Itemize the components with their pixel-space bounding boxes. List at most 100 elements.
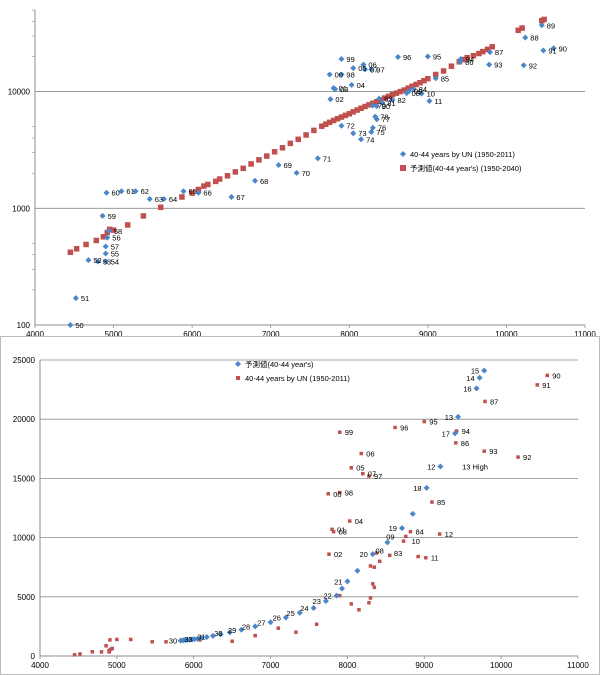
point-label: 91 — [542, 381, 550, 390]
red-square-point — [100, 234, 107, 240]
point-label: 76 — [378, 124, 386, 133]
point-label: 09 — [386, 532, 394, 541]
point-label: 18 — [413, 484, 421, 493]
blue-diamond-point — [102, 250, 109, 257]
red-square-point — [362, 103, 368, 110]
x-tick-label: 10000 — [495, 330, 518, 336]
blue-diamond-point — [102, 243, 109, 250]
red-square-point — [374, 551, 379, 555]
y-tick-label: 15000 — [13, 474, 36, 483]
series-blue-diamonds — [177, 367, 488, 644]
red-square-point — [422, 419, 427, 424]
blue-diamond-point — [432, 75, 439, 82]
blue-diamond-point — [195, 189, 202, 196]
blue-diamond-point — [146, 196, 153, 203]
red-square-point — [387, 553, 392, 558]
red-square-point — [232, 169, 239, 175]
blue-diamond-point — [426, 98, 433, 105]
red-square-point — [253, 633, 257, 638]
red-square-point — [216, 176, 223, 182]
blue-diamond-point — [267, 619, 274, 626]
red-square-point — [256, 157, 262, 163]
point-label: 05 — [356, 464, 364, 473]
red-square-point — [108, 638, 112, 642]
red-square-point — [78, 652, 82, 656]
x-tick-label: 11000 — [567, 661, 589, 670]
blue-diamond-point — [338, 56, 345, 63]
point-label: 11 — [434, 97, 442, 106]
series-red-squares — [72, 373, 550, 657]
blue-diamond-point — [423, 484, 430, 491]
point-label: 58 — [114, 227, 122, 236]
x-tick-label: 8000 — [339, 661, 357, 670]
red-square-point — [327, 552, 331, 556]
point-label: 62 — [141, 187, 149, 196]
red-square-point — [541, 16, 547, 23]
red-square-point — [279, 145, 286, 151]
point-label: 06 — [366, 450, 374, 459]
blue-diamond-point — [369, 124, 376, 131]
blue-diamond-point — [369, 102, 376, 109]
red-square-point — [326, 492, 330, 496]
point-label: 92 — [529, 61, 537, 70]
point-label: 72 — [346, 122, 354, 131]
point-label: 98 — [345, 489, 353, 498]
red-square-point — [516, 455, 520, 459]
point-label: 75 — [376, 128, 384, 137]
red-square-point — [195, 186, 202, 193]
red-square-point — [331, 529, 336, 534]
red-square-point — [264, 153, 270, 159]
red-square-point — [314, 622, 319, 627]
blue-diamond-point — [409, 510, 416, 517]
red-square-point — [334, 116, 341, 122]
x-tick-label: 11000 — [574, 330, 596, 336]
blue-diamond-point — [410, 86, 417, 93]
blue-diamond-point — [362, 66, 368, 73]
red-square-point — [464, 54, 470, 61]
point-label: 29 — [228, 626, 236, 635]
point-label: 93 — [494, 61, 502, 70]
blue-diamond-point — [350, 130, 357, 137]
blue-diamond-point — [406, 88, 412, 95]
x-tick-labels: 4000 5000 6000 7000 8000 9000 10000 11000 — [31, 661, 589, 670]
blue-diamond-point — [160, 196, 167, 203]
blue-diamond-point — [538, 22, 545, 29]
red-square-point — [377, 559, 382, 564]
blue-diamond-point — [339, 585, 346, 592]
red-square-point — [405, 85, 411, 91]
blue-diamond-point — [350, 65, 357, 72]
x-tick-label: 5000 — [108, 661, 126, 670]
point-label: 31 — [197, 632, 205, 641]
red-square-point — [401, 539, 406, 543]
red-square-point — [374, 98, 380, 105]
x-tick-label: 5000 — [105, 330, 123, 336]
red-square-point — [248, 161, 254, 167]
point-label: 93 — [489, 447, 497, 456]
red-square-point — [67, 249, 74, 256]
point-label: 57 — [111, 243, 119, 252]
point-label: 99 — [345, 428, 353, 437]
point-label: 95 — [429, 418, 437, 427]
blue-diamond-point — [368, 66, 375, 73]
red-square-point — [367, 600, 371, 605]
red-square-point — [115, 637, 119, 642]
point-label: 74 — [366, 135, 374, 144]
x-tick-labels: 4000 5000 6000 7000 8000 9000 10000 11000 — [26, 330, 596, 336]
point-label: 03 — [340, 85, 348, 94]
red-square-point — [73, 246, 80, 252]
red-square-point — [385, 93, 392, 100]
y-tick-label: 10000 — [13, 534, 36, 543]
legend-label: 予測値(40-44 year's) — [245, 359, 314, 369]
point-label: 66 — [203, 189, 211, 198]
red-square-point — [361, 471, 365, 476]
x-tick-label: 8000 — [340, 330, 358, 336]
point-label: 88 — [530, 34, 538, 43]
red-square-point — [104, 229, 111, 236]
red-square-point — [368, 596, 373, 600]
blue-diamond-point — [282, 614, 289, 621]
red-square-point — [408, 529, 413, 534]
point-label: 73 — [358, 129, 366, 138]
point-label: 04 — [357, 81, 365, 90]
